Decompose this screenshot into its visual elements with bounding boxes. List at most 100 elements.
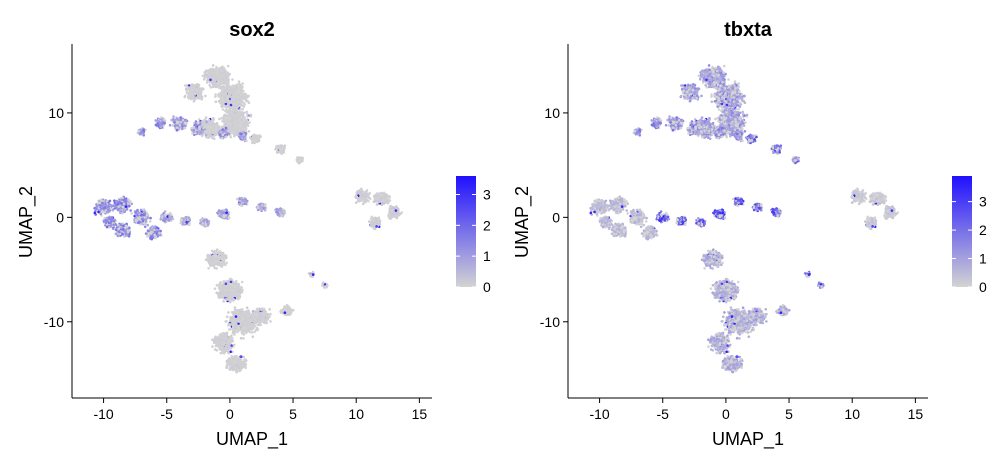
data-point [249,113,253,117]
data-point [150,237,154,241]
data-point [209,78,212,82]
data-point [239,107,242,111]
data-point [189,90,192,93]
data-point [153,233,156,237]
data-point [93,211,97,215]
data-point [190,97,194,100]
data-point [160,116,163,119]
data-point [124,234,128,237]
data-point [247,94,250,98]
data-point [204,133,208,137]
data-point [243,103,247,106]
data-point [199,91,202,95]
data-point [97,210,100,214]
data-point [216,81,220,84]
data-point [226,110,229,114]
data-point [236,126,240,130]
data-point [183,94,187,98]
data-point [125,208,129,211]
data-point [142,128,146,131]
data-point [195,127,199,130]
data-point [184,84,187,87]
data-point [215,132,218,135]
data-point [223,104,226,108]
data-point [191,84,194,87]
data-point [222,76,226,79]
data-point [119,208,123,212]
data-point [121,196,124,199]
data-point [215,68,219,72]
data-point [204,116,208,119]
data-point [142,134,146,137]
data-point [181,119,185,122]
data-point [280,144,284,148]
chart-title: sox2 [229,19,275,41]
data-point [212,68,215,72]
data-point [240,104,244,107]
data-point [214,128,218,131]
data-point [124,197,128,200]
data-point [224,116,227,119]
data-point [241,113,245,117]
data-point [221,128,225,131]
data-point [207,125,210,129]
data-point [242,133,245,136]
data-point [153,236,157,240]
data-point [198,125,201,129]
data-point [225,96,228,99]
data-point [244,96,248,99]
data-point [137,129,141,133]
data-point [221,130,225,134]
plot-area [93,64,404,374]
data-point [118,230,121,234]
data-point [154,119,158,122]
data-point [120,202,123,205]
data-point [246,115,249,118]
data-point [144,222,147,226]
data-point [238,118,241,121]
data-point [230,98,234,101]
data-point [163,118,166,121]
data-point [214,100,218,104]
data-point [214,93,217,96]
data-point [226,64,230,68]
data-point [168,123,172,127]
data-point [170,118,173,122]
data-point [120,226,123,229]
data-point [225,85,229,88]
data-point [226,90,230,94]
data-point [224,99,228,103]
data-point [221,89,224,92]
data-point [244,120,248,123]
data-point [196,130,199,134]
data-point [245,110,249,114]
data-point [239,83,242,87]
data-point [232,130,235,134]
data-point [175,126,179,129]
data-point [109,204,112,207]
data-point [206,70,210,74]
data-point [195,123,198,127]
data-point [259,135,262,139]
data-point [182,124,186,127]
data-point [247,130,251,133]
data-point [239,91,243,94]
data-point [216,74,220,78]
data-point [228,72,231,76]
data-point [142,131,145,134]
data-point [98,201,101,204]
data-point [185,87,188,91]
data-point [240,129,243,132]
data-point [104,203,107,206]
data-point [185,122,188,125]
data-point [210,70,213,74]
data-point [224,75,228,79]
data-point [208,123,212,126]
data-point [220,103,224,107]
data-point [203,130,207,133]
data-point [227,78,230,81]
data-point [235,116,238,120]
data-point [230,119,234,122]
